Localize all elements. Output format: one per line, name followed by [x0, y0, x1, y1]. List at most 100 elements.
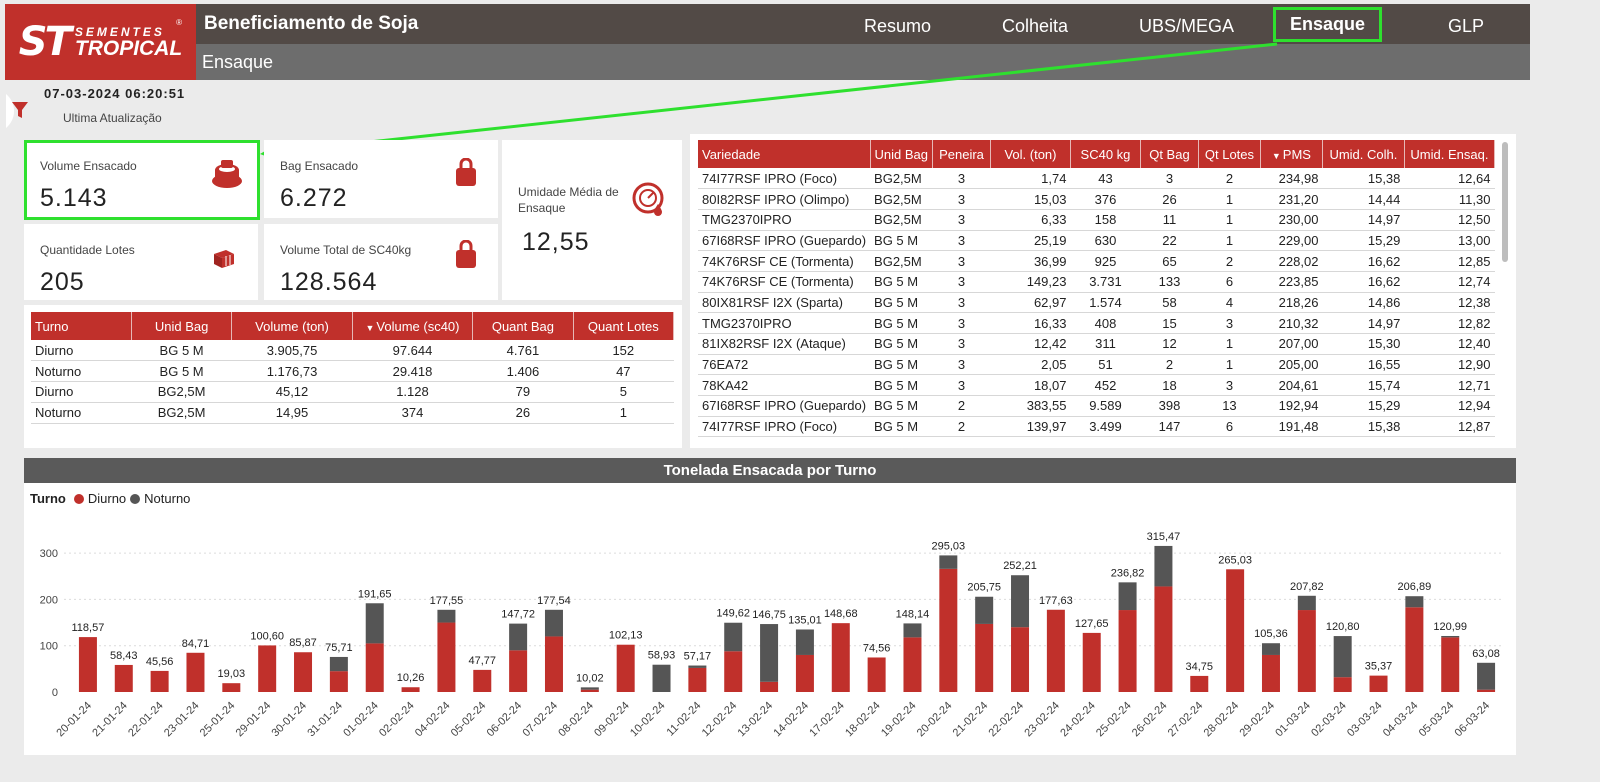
variedade-table-row[interactable]: 76EA72 BG 5 M 3 2,05 51 2 1 205,00 16,55 12,90 — [698, 354, 1495, 376]
bar-diurno[interactable] — [258, 645, 277, 692]
variedade-col-header[interactable]: Qt Bag — [1140, 140, 1199, 168]
variedade-col-header[interactable]: Unid Bag — [870, 140, 934, 168]
bar-diurno[interactable] — [1297, 610, 1316, 692]
bar-noturno[interactable] — [1477, 662, 1496, 690]
variedade-table-row[interactable]: 74I77RSF IPRO (Foco) BG 5 M 2 139,97 3.499 14… — [698, 416, 1495, 438]
turno-table-row[interactable]: Diurno BG2,5M 45,12 1.128 79 5 — [31, 381, 674, 403]
variedade-col-header[interactable]: SC40 kg — [1070, 140, 1141, 168]
nav-colheita[interactable]: Colheita — [1002, 16, 1069, 36]
bar-noturno[interactable] — [544, 609, 563, 637]
bar-diurno[interactable] — [760, 681, 779, 692]
bar-diurno[interactable] — [1046, 609, 1065, 692]
turno-col-header-sorted[interactable]: ▼ Volume (sc40) — [352, 312, 474, 340]
bar-diurno[interactable] — [1082, 632, 1101, 692]
variedade-col-header[interactable]: Vol. (ton) — [990, 140, 1071, 168]
variedade-table-row[interactable]: 67I68RSF IPRO (Guepardo) BG 5 M 2 383,55 9.5… — [698, 395, 1495, 417]
bar-diurno[interactable] — [580, 689, 599, 692]
bar-noturno[interactable] — [1441, 635, 1460, 638]
turno-col-header[interactable]: Quant Lotes — [573, 312, 675, 340]
nav-ensaque[interactable]: Ensaque — [1273, 7, 1383, 42]
variedade-table-row[interactable]: TMG2370IPRO BG2,5M 3 6,33 158 11 1 230,00 14,97 1… — [698, 209, 1495, 231]
bar-diurno[interactable] — [186, 652, 205, 692]
bar-diurno[interactable] — [616, 644, 635, 692]
bar-diurno[interactable] — [329, 671, 348, 692]
variedade-table-row[interactable]: 74K76RSF CE (Tormenta) BG 5 M 3 149,23 3.731… — [698, 271, 1495, 293]
nav-ubs-mega[interactable]: UBS/MEGA — [1139, 16, 1235, 36]
bar-diurno[interactable] — [294, 652, 313, 692]
bar-diurno[interactable] — [688, 667, 707, 692]
variedade-col-header[interactable]: Umid. Colh. — [1322, 140, 1405, 168]
bar-noturno[interactable] — [760, 624, 779, 682]
table-scrollbar[interactable] — [1502, 142, 1508, 262]
bar-diurno[interactable] — [544, 636, 563, 692]
variedade-col-header[interactable]: Peneira — [932, 140, 991, 168]
bar-diurno[interactable] — [867, 657, 886, 692]
bar-diurno[interactable] — [1261, 654, 1280, 692]
bar-diurno[interactable] — [1405, 607, 1424, 692]
filter-icon[interactable] — [6, 88, 34, 130]
bar-diurno[interactable] — [1369, 675, 1388, 692]
bar-noturno[interactable] — [509, 623, 528, 651]
bar-diurno[interactable] — [1333, 677, 1352, 692]
variedade-table-row[interactable]: 74I77RSF IPRO (Foco) BG2,5M 3 1,74 43 3 2 234,9… — [698, 168, 1495, 190]
bar-diurno[interactable] — [1226, 569, 1245, 692]
variedade-col-header[interactable]: Umid. Ensaq. — [1404, 140, 1496, 168]
variedade-table-row[interactable]: 80IX81RSF I2X (Sparta) BG 5 M 3 62,97 1.574 5… — [698, 292, 1495, 314]
bar-diurno[interactable] — [1190, 675, 1209, 692]
turno-table-row[interactable]: Noturno BG 5 M 1.176,73 29.418 1.406 47 — [31, 360, 674, 383]
bar-noturno[interactable] — [1297, 595, 1316, 611]
bar-diurno[interactable] — [473, 669, 492, 692]
nav-glp[interactable]: GLP — [1448, 16, 1485, 36]
bar-diurno[interactable] — [114, 664, 133, 692]
bar-noturno[interactable] — [795, 629, 814, 655]
bar-diurno[interactable] — [1477, 689, 1496, 692]
legend-label-diurno[interactable]: Diurno — [87, 491, 127, 506]
bar-noturno[interactable] — [724, 622, 743, 652]
bar-diurno[interactable] — [1441, 637, 1460, 692]
nav-resumo[interactable]: Resumo — [864, 16, 932, 36]
bar-diurno[interactable] — [401, 687, 420, 692]
variedade-table-row[interactable]: 78KA42 BG 5 M 3 18,07 452 18 3 204,61 15,74 12,71 — [698, 374, 1495, 397]
turno-table-row[interactable]: Noturno BG2,5M 14,95 374 26 1 — [31, 402, 674, 424]
bar-noturno[interactable] — [903, 623, 922, 638]
turno-table-row[interactable]: Diurno BG 5 M 3.905,75 97.644 4.761 152 — [31, 340, 674, 362]
turno-col-header[interactable]: Turno — [31, 312, 132, 340]
variedade-table-row[interactable]: 74K76RSF CE (Tormenta) BG2,5M 3 36,99 925 65 2… — [698, 250, 1495, 272]
bar-noturno[interactable] — [652, 664, 671, 692]
turno-col-header[interactable]: Volume (ton) — [231, 312, 353, 340]
variedade-col-header[interactable]: Variedade — [698, 140, 871, 168]
bar-noturno[interactable] — [329, 656, 348, 672]
variedade-col-header[interactable]: Qt Lotes — [1198, 140, 1261, 168]
bar-noturno[interactable] — [975, 596, 994, 624]
bar-noturno[interactable] — [1118, 582, 1137, 611]
bar-diurno[interactable] — [795, 654, 814, 692]
bar-diurno[interactable] — [150, 670, 169, 692]
bar-noturno[interactable] — [437, 609, 456, 623]
bar-diurno[interactable] — [724, 651, 743, 692]
bar-noturno[interactable] — [1154, 545, 1173, 587]
variedade-table-row[interactable]: 81IX82RSF I2X (Ataque) BG 5 M 3 12,42 311 12 1… — [698, 333, 1495, 355]
bar-noturno[interactable] — [1011, 575, 1030, 628]
turno-col-header[interactable]: Unid Bag — [131, 312, 233, 340]
bar-noturno[interactable] — [580, 687, 599, 690]
bar-diurno[interactable] — [831, 623, 850, 692]
variedade-table-row[interactable]: 67I68RSF IPRO (Guepardo) BG 5 M 3 25,19 630 2… — [698, 230, 1495, 252]
variedade-table-row[interactable]: TMG2370IPRO BG 5 M 3 16,33 408 15 3 210,32 14,97… — [698, 312, 1495, 334]
bar-diurno[interactable] — [509, 650, 528, 692]
bar-diurno[interactable] — [1154, 586, 1173, 692]
variedade-col-header-sorted[interactable]: ▼ PMS — [1260, 140, 1323, 168]
bar-diurno[interactable] — [903, 637, 922, 692]
bar-diurno[interactable] — [437, 622, 456, 692]
turno-col-header[interactable]: Quant Bag — [472, 312, 574, 340]
bar-noturno[interactable] — [365, 603, 384, 644]
bar-diurno[interactable] — [975, 623, 994, 692]
bar-diurno[interactable] — [222, 683, 241, 692]
legend-label-noturno[interactable]: Noturno — [144, 491, 191, 506]
variedade-table-row[interactable]: 80I82RSF IPRO (Olimpo) BG2,5M 3 15,03 376 26 1… — [698, 188, 1495, 210]
bar-noturno[interactable] — [1333, 636, 1352, 678]
bar-diurno[interactable] — [365, 643, 384, 692]
bar-noturno[interactable] — [1261, 643, 1280, 655]
bar-noturno[interactable] — [1405, 596, 1424, 608]
bar-diurno[interactable] — [939, 568, 958, 692]
bar-noturno[interactable] — [939, 555, 958, 569]
